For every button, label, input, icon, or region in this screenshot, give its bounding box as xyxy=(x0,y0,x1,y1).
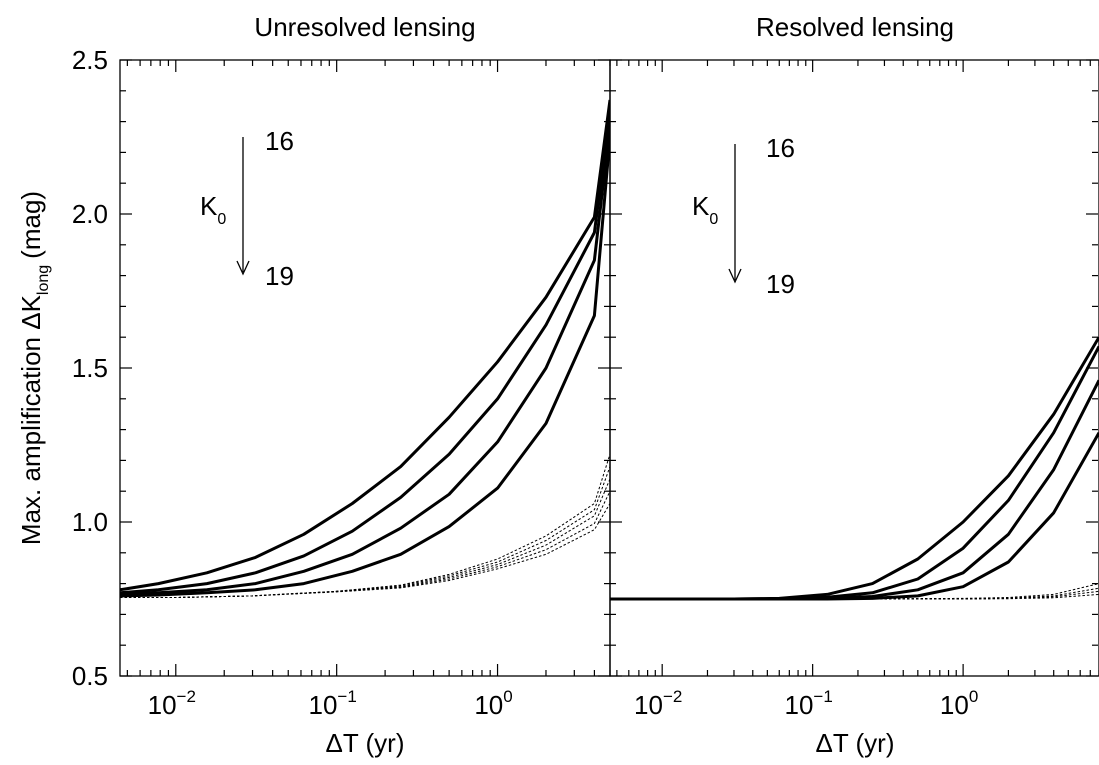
right-solid-series-1 xyxy=(610,336,1099,601)
y-axis-label-subscript: long xyxy=(35,265,52,295)
right-annotation-arrowhead xyxy=(728,268,742,284)
left-annotation-k: K xyxy=(200,191,218,221)
left-annotation-k-sub: 0 xyxy=(217,211,226,228)
right-x-tick-label-exponent: −1 xyxy=(813,687,832,706)
right-solid-series-3 xyxy=(610,379,1099,601)
left-x-tick-label: 100 xyxy=(474,687,512,720)
right-panel-title: Resolved lensing xyxy=(756,12,954,42)
right-plot-frame xyxy=(609,59,1099,677)
left-x-tick-label-exponent: 0 xyxy=(503,687,512,706)
left-x-tick-label-exponent: −2 xyxy=(177,687,196,706)
left-x-tick-label-base: 10 xyxy=(309,690,338,720)
left-solid-series-2 xyxy=(120,112,610,595)
y-axis-label: Max. amplification ΔKlong (mag) xyxy=(16,191,52,545)
left-solid-series-1 xyxy=(120,99,610,592)
right-x-tick-label-base: 10 xyxy=(634,690,663,720)
y-tick-label: 2.5 xyxy=(72,45,108,75)
left-series-group xyxy=(120,99,610,598)
series-layer xyxy=(120,99,1099,601)
y-tick-label: 1.0 xyxy=(72,507,108,537)
left-x-tick-label-base: 10 xyxy=(148,690,177,720)
left-x-tick-label-exponent: −1 xyxy=(337,687,356,706)
left-x-tick-label: 10−2 xyxy=(148,687,196,720)
left-annotation-top: 16 xyxy=(265,126,294,156)
left-dotted-series-1 xyxy=(120,454,610,598)
right-series-group xyxy=(610,336,1099,601)
left-solid-series-4 xyxy=(120,136,610,598)
right-annotation-label: K0 xyxy=(692,191,718,228)
right-x-tick-label-exponent: 0 xyxy=(969,687,978,706)
right-x-tick-label: 100 xyxy=(940,687,978,720)
left-x-tick-label: 10−1 xyxy=(309,687,357,720)
left-x-tick-label-base: 10 xyxy=(474,690,503,720)
left-annotation-label: K0 xyxy=(200,191,226,228)
y-axis-label-unit: (mag) xyxy=(16,191,46,259)
y-axis-label-main: Max. amplification ΔK xyxy=(16,294,46,545)
axis-ticks xyxy=(120,59,1099,677)
right-solid-series-2 xyxy=(610,345,1099,601)
left-annotation-arrowhead xyxy=(236,260,250,276)
right-x-tick-label-base: 10 xyxy=(784,690,813,720)
left-plot-frame xyxy=(119,59,611,677)
right-annotation-k-sub: 0 xyxy=(709,211,718,228)
text-layer: Unresolved lensing Resolved lensing Max.… xyxy=(16,12,978,758)
left-panel-title: Unresolved lensing xyxy=(254,12,475,42)
right-x-tick-label-exponent: −2 xyxy=(663,687,682,706)
left-dotted-series-5 xyxy=(120,503,610,598)
left-annotation-bottom: 19 xyxy=(265,261,294,291)
left-solid-series-3 xyxy=(120,124,610,596)
y-tick-label: 2.0 xyxy=(72,199,108,229)
right-x-tick-label: 10−1 xyxy=(784,687,832,720)
left-dotted-series-3 xyxy=(120,478,610,598)
left-dotted-series-2 xyxy=(120,466,610,598)
y-tick-label: 0.5 xyxy=(72,661,108,691)
left-x-axis-label: ΔT (yr) xyxy=(326,728,405,758)
right-annotation-k: K xyxy=(692,191,710,221)
right-solid-series-4 xyxy=(610,431,1099,601)
right-annotation-top: 16 xyxy=(766,133,795,163)
y-tick-label: 1.5 xyxy=(72,353,108,383)
right-annotation-bottom: 19 xyxy=(766,269,795,299)
right-x-tick-label-base: 10 xyxy=(940,690,969,720)
right-x-tick-label: 10−2 xyxy=(634,687,682,720)
right-x-axis-label: ΔT (yr) xyxy=(816,728,895,758)
